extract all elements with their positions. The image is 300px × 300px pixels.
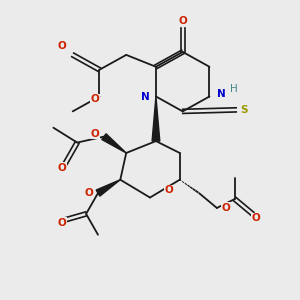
- Polygon shape: [96, 180, 120, 196]
- Text: O: O: [165, 185, 174, 195]
- Text: N: N: [141, 92, 150, 101]
- Text: H: H: [230, 84, 237, 94]
- Text: O: O: [58, 218, 67, 228]
- Text: O: O: [58, 163, 67, 173]
- Text: O: O: [91, 129, 100, 139]
- Text: O: O: [91, 94, 99, 104]
- Text: O: O: [251, 213, 260, 224]
- Text: O: O: [58, 41, 67, 51]
- Polygon shape: [102, 134, 126, 153]
- Text: O: O: [85, 188, 94, 198]
- Text: O: O: [221, 203, 230, 213]
- Text: N: N: [217, 88, 226, 98]
- Polygon shape: [152, 97, 160, 141]
- Text: O: O: [178, 16, 187, 26]
- Text: S: S: [241, 105, 248, 115]
